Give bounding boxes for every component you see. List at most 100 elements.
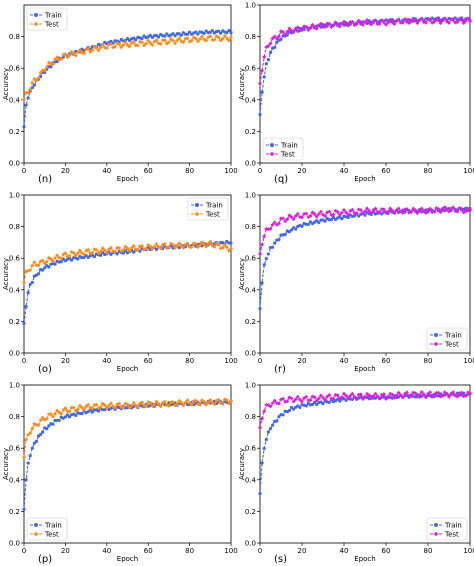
- data-point-test: [333, 20, 338, 25]
- data-point-test: [197, 243, 202, 248]
- data-point-test: [200, 240, 205, 245]
- y-tick-label: 0.6: [245, 65, 257, 73]
- data-point-train: [30, 446, 34, 450]
- data-point-test: [208, 34, 213, 39]
- data-point-train: [287, 230, 291, 234]
- data-point-test: [262, 409, 267, 414]
- data-point-test: [117, 401, 122, 406]
- data-point-test: [46, 60, 51, 65]
- data-point-test: [173, 41, 178, 46]
- data-point-test: [396, 206, 401, 211]
- chart-panel-r: 0.0 0.2 0.4 0.6 0.8 1.0 0 20 40 60 80 100 Epoch Accur…: [238, 192, 474, 376]
- data-point-train: [154, 247, 159, 251]
- data-point-test: [447, 209, 451, 214]
- data-point-test: [394, 208, 399, 213]
- data-point-test: [61, 408, 66, 413]
- data-point-train: [194, 30, 198, 34]
- data-point-test: [400, 20, 405, 25]
- data-point-test: [133, 43, 138, 48]
- y-tick-label: 1.0: [9, 192, 20, 200]
- y-tick-label: 0.2: [9, 128, 20, 136]
- x-tick-label: 20: [61, 547, 70, 555]
- data-point-test: [67, 53, 72, 58]
- data-point-train: [109, 252, 113, 256]
- data-point-train: [55, 60, 59, 64]
- data-point-train: [22, 321, 26, 326]
- data-point-test: [98, 405, 103, 410]
- legend-label-test: Test: [205, 211, 220, 219]
- plot-frame: [23, 384, 232, 544]
- data-point-test: [316, 396, 321, 401]
- data-point-test: [337, 213, 342, 218]
- data-point-train: [331, 215, 336, 220]
- data-point-test: [321, 395, 325, 400]
- data-point-test: [388, 17, 393, 22]
- data-point-test: [331, 396, 336, 401]
- x-tick-label: 40: [340, 547, 349, 555]
- data-point-train: [43, 266, 47, 270]
- data-point-test: [208, 239, 213, 244]
- data-point-train: [76, 257, 80, 261]
- data-point-test: [96, 48, 101, 53]
- data-point-test: [293, 397, 298, 402]
- legend-label-train: Train: [444, 332, 462, 340]
- data-point-test: [50, 62, 55, 67]
- data-point-train: [294, 227, 298, 231]
- data-point-test: [337, 24, 342, 29]
- data-point-test: [373, 391, 378, 396]
- data-point-train: [264, 257, 268, 261]
- y-tick-label: 0.2: [9, 508, 20, 516]
- data-point-train: [260, 281, 264, 285]
- data-point-test: [224, 36, 229, 41]
- data-point-test: [373, 206, 378, 211]
- y-tick-label: 0.4: [245, 476, 257, 484]
- data-point-test: [212, 402, 217, 407]
- data-point-test: [323, 25, 328, 30]
- data-point-test: [310, 22, 315, 27]
- data-point-train: [22, 125, 26, 129]
- x-tick-label: 20: [298, 167, 307, 175]
- data-point-test: [135, 43, 140, 48]
- data-point-test: [166, 40, 171, 45]
- data-point-train: [188, 30, 192, 34]
- data-point-test: [30, 426, 35, 431]
- series-line-test: [259, 17, 471, 84]
- data-point-test: [396, 17, 401, 22]
- data-point-test: [262, 234, 267, 239]
- data-point-test: [394, 393, 399, 398]
- data-point-train: [196, 32, 200, 36]
- data-point-test: [131, 400, 136, 405]
- data-point-train: [298, 405, 302, 410]
- data-point-test: [123, 40, 128, 45]
- data-point-test: [73, 53, 78, 58]
- y-tick-label: 1.0: [245, 2, 256, 10]
- legend-marker-test: [269, 151, 275, 157]
- data-point-test: [86, 46, 91, 51]
- data-point-test: [59, 411, 64, 416]
- data-point-test: [352, 211, 357, 216]
- data-point-test: [86, 247, 91, 252]
- data-point-train: [115, 252, 119, 256]
- data-point-test: [75, 251, 80, 256]
- data-point-test: [154, 242, 159, 247]
- data-point-train: [28, 282, 32, 287]
- data-point-train: [260, 461, 264, 465]
- data-point-train: [90, 410, 94, 414]
- data-point-test: [131, 40, 136, 45]
- data-point-test: [75, 407, 80, 412]
- legend-marker-train: [434, 523, 438, 527]
- data-point-train: [279, 37, 283, 41]
- data-point-test: [102, 248, 107, 253]
- data-point-test: [212, 244, 217, 249]
- data-point-test: [346, 396, 351, 401]
- data-point-test: [365, 206, 370, 211]
- data-point-test: [48, 412, 53, 417]
- x-tick-label: 100: [463, 357, 474, 365]
- data-point-test: [42, 68, 47, 73]
- data-point-test: [40, 258, 45, 263]
- legend-marker-test: [433, 341, 439, 347]
- data-point-train: [287, 408, 291, 413]
- data-point-test: [260, 416, 265, 421]
- data-point-test: [127, 405, 132, 410]
